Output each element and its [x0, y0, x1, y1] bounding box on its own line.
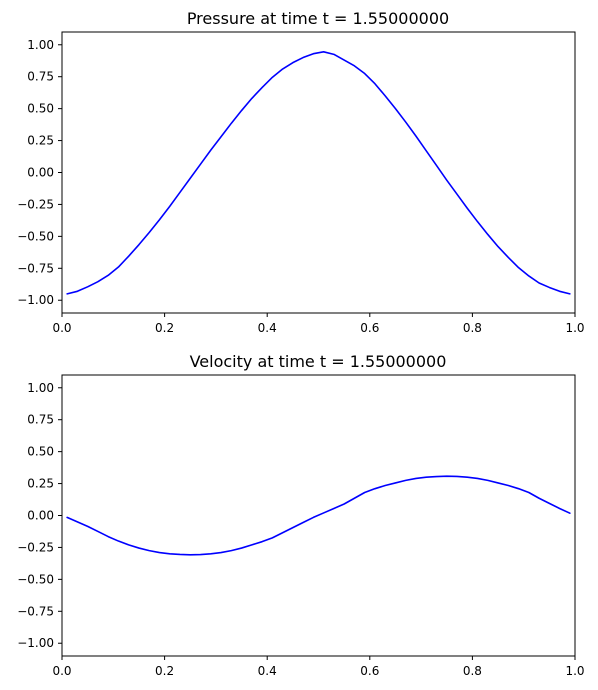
pressure-y-tick-label: 0.50 — [27, 102, 54, 116]
velocity-y-tick-label: 0.75 — [27, 413, 54, 427]
pressure-plot-frame — [61, 31, 576, 314]
pressure-x-axis: 0.0 0.2 0.4 0.6 0.8 1.0 — [52, 313, 585, 335]
velocity-plot-frame — [61, 374, 576, 657]
velocity-x-tick-label: 0.6 — [360, 664, 379, 678]
velocity-x-tick-label: 1.0 — [565, 664, 584, 678]
velocity-panel: Velocity at time t = 1.55000000 1.00 0.75… — [17, 352, 584, 678]
velocity-y-tick-label: 0.50 — [27, 445, 54, 459]
velocity-x-tick-label: 0.2 — [155, 664, 174, 678]
pressure-x-tick-label: 0.4 — [258, 321, 277, 335]
pressure-y-tick-label: 0.00 — [27, 166, 54, 180]
pressure-x-tick-label: 1.0 — [565, 321, 584, 335]
pressure-y-tick-label: −0.25 — [17, 197, 54, 211]
velocity-x-tick-label: 0.8 — [463, 664, 482, 678]
pressure-x-tick-label: 0.0 — [52, 321, 71, 335]
pressure-y-tick-label: 1.00 — [27, 38, 54, 52]
velocity-x-axis: 0.0 0.2 0.4 0.6 0.8 1.0 — [52, 656, 585, 678]
velocity-series — [66, 475, 571, 556]
velocity-x-tick-label: 0.4 — [258, 664, 277, 678]
pressure-y-tick-label: 0.25 — [27, 134, 54, 148]
velocity-y-tick-label: −0.50 — [17, 572, 54, 586]
pressure-series-line — [66, 50, 571, 295]
pressure-panel: Pressure at time t = 1.55000000 1.00 0.75… — [17, 9, 584, 335]
pressure-y-tick-label: −0.50 — [17, 229, 54, 243]
velocity-y-tick-label: 0.00 — [27, 509, 54, 523]
pressure-x-tick-label: 0.8 — [463, 321, 482, 335]
pressure-chart-title: Pressure at time t = 1.55000000 — [187, 9, 449, 28]
velocity-y-axis: 1.00 0.75 0.50 0.25 0.00 −0.25 −0.50 −0.75 −1.00 — [17, 381, 62, 650]
velocity-y-tick-label: −0.25 — [17, 540, 54, 554]
pressure-y-tick-label: −1.00 — [17, 293, 54, 307]
pressure-x-tick-label: 0.2 — [155, 321, 174, 335]
pressure-y-tick-label: −0.75 — [17, 261, 54, 275]
pressure-y-axis: 1.00 0.75 0.50 0.25 0.00 −0.25 −0.50 −0.75 −1.00 — [17, 38, 62, 307]
velocity-x-tick-label: 0.0 — [52, 664, 71, 678]
velocity-series-line — [66, 475, 571, 556]
velocity-y-tick-label: −1.00 — [17, 636, 54, 650]
velocity-y-tick-label: 1.00 — [27, 381, 54, 395]
pressure-y-tick-label: 0.75 — [27, 70, 54, 84]
pressure-series — [66, 50, 571, 295]
velocity-y-tick-label: −0.75 — [17, 604, 54, 618]
velocity-y-tick-label: 0.25 — [27, 477, 54, 491]
pressure-x-tick-label: 0.6 — [360, 321, 379, 335]
velocity-chart-title: Velocity at time t = 1.55000000 — [190, 352, 447, 371]
